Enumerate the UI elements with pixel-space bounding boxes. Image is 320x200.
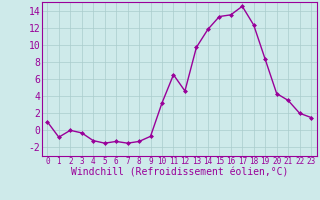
X-axis label: Windchill (Refroidissement éolien,°C): Windchill (Refroidissement éolien,°C) <box>70 168 288 178</box>
